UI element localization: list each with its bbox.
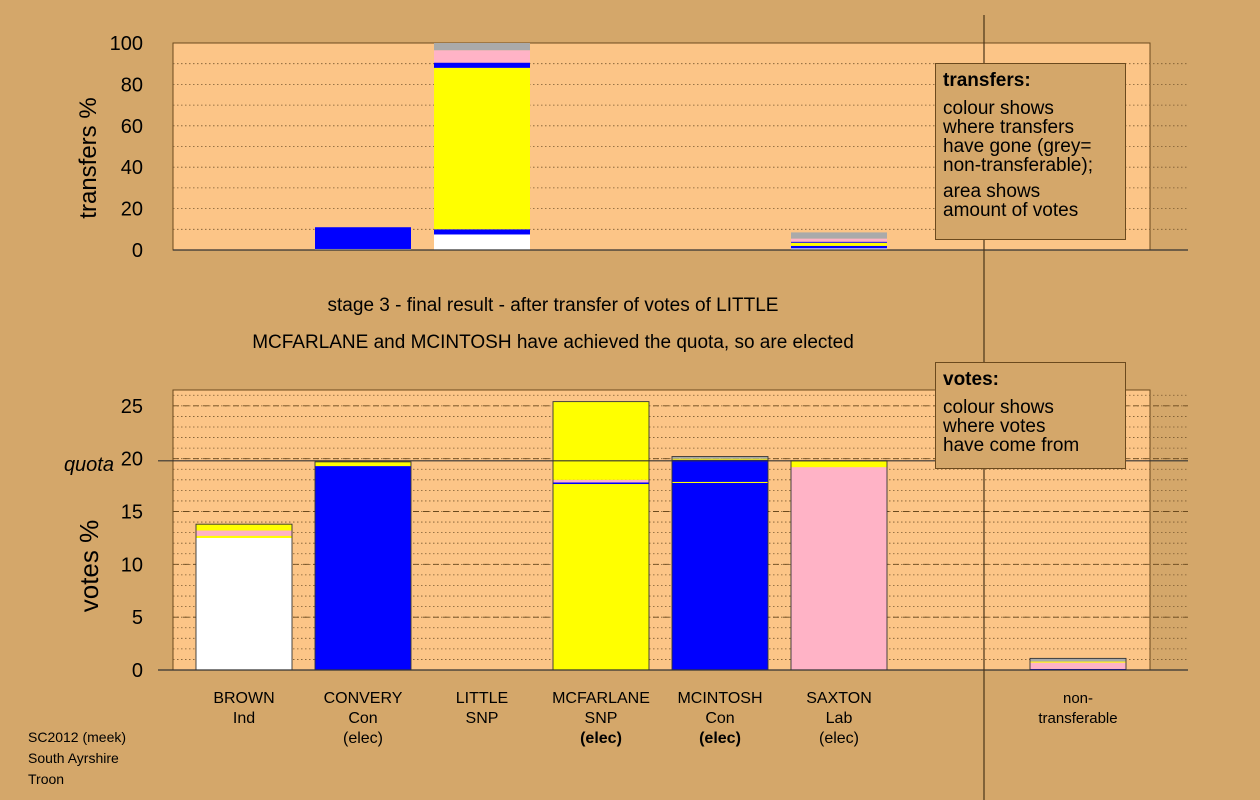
candidate-party: Con <box>348 710 377 727</box>
transfers-y-tick-label: 20 <box>121 199 143 221</box>
votes-bar-segment <box>196 524 292 531</box>
votes-bar-segment <box>1030 661 1126 663</box>
transfers-y-tick-label: 60 <box>121 116 143 138</box>
candidate-status: (elec) <box>580 730 622 747</box>
votes-y-tick-label: 25 <box>121 396 143 418</box>
nontransferable-label-line1: non- <box>1063 690 1093 707</box>
candidate-party: SNP <box>585 710 618 727</box>
votes-bar-segment <box>196 537 292 670</box>
candidate-party: SNP <box>466 710 499 727</box>
votes-bar-segment <box>553 484 649 670</box>
votes-y-tick-label: 10 <box>121 554 143 576</box>
transfers-y-tick-label: 100 <box>110 33 143 55</box>
transfers-legend-text-1: colour shows where transfers have gone (… <box>943 98 1093 176</box>
candidate-status: (elec) <box>699 730 741 747</box>
transfers-bar-segment <box>791 242 887 246</box>
transfers-bar-segment <box>791 232 887 239</box>
votes-bar-segment <box>553 401 649 480</box>
votes-y-tick-label: 15 <box>121 502 143 524</box>
transfers-legend: transfers: colour shows where transfers … <box>935 63 1126 240</box>
candidate-status: (elec) <box>343 730 383 747</box>
transfers-bar-segment <box>791 241 887 243</box>
votes-axis-label: votes % <box>74 520 104 613</box>
transfers-legend-text-2: area shows amount of votes <box>943 181 1079 221</box>
transfers-bar-segment <box>791 238 887 242</box>
votes-bar-segment <box>791 460 887 468</box>
transfers-bar-segment <box>434 229 530 235</box>
transfers-y-tick-label: 40 <box>121 157 143 179</box>
votes-bar-segment <box>1030 662 1126 669</box>
candidate-name: BROWN <box>213 690 274 707</box>
candidate-name: LITTLE <box>456 690 508 707</box>
votes-y-tick-label: 0 <box>132 660 143 682</box>
transfers-bar-segment <box>434 67 530 230</box>
votes-bar-segment <box>196 530 292 536</box>
quota-label: quota <box>64 454 114 476</box>
transfers-bar-segment <box>434 50 530 63</box>
votes-bar-segment <box>672 458 768 460</box>
votes-bar-segment <box>553 479 649 483</box>
transfers-axis-label: transfers % <box>75 97 102 218</box>
candidate-party: Ind <box>233 710 255 727</box>
candidate-status: (elec) <box>819 730 859 747</box>
candidate-name: CONVERY <box>324 690 403 707</box>
votes-bar-segment <box>672 456 768 459</box>
footer: SC2012 (meek) South Ayrshire Troon <box>28 727 126 790</box>
votes-bar-segment <box>791 467 887 670</box>
transfers-legend-title: transfers: <box>943 70 1031 91</box>
footer-line-2: South Ayrshire <box>28 750 119 766</box>
votes-bar-segment <box>553 482 649 485</box>
nontransferable-label-line2: transferable <box>1038 710 1117 727</box>
transfers-bar-segment <box>315 227 411 249</box>
chart-text: transfers % votes % stage 3 - final resu… <box>64 97 1118 747</box>
transfers-bar-segment <box>791 248 887 250</box>
votes-bar-segment <box>672 482 768 670</box>
votes-y-tick-label: 5 <box>132 607 143 629</box>
candidate-party: Con <box>705 710 734 727</box>
votes-bar-segment <box>315 466 411 670</box>
footer-line-3: Troon <box>28 771 65 787</box>
transfers-y-tick-label: 0 <box>132 240 143 262</box>
transfers-bar-segment <box>791 245 887 249</box>
votes-y-tick-label: 20 <box>121 449 143 471</box>
votes-bar-segment <box>672 481 768 483</box>
stage-note: MCFARLANE and MCINTOSH have achieved the… <box>252 332 854 353</box>
candidate-party: Lab <box>826 710 853 727</box>
candidate-name: MCINTOSH <box>677 690 762 707</box>
candidate-name: MCFARLANE <box>552 690 650 707</box>
candidate-name: SAXTON <box>806 690 872 707</box>
votes-legend-title: votes: <box>943 369 999 390</box>
votes-bar-segment <box>315 461 411 464</box>
votes-bar-segment <box>315 463 411 467</box>
votes-legend-text: colour shows where votes have come from <box>943 397 1080 456</box>
transfers-bar-segment <box>434 234 530 250</box>
transfers-y-tick-label: 80 <box>121 74 143 96</box>
stage-title: stage 3 - final result - after transfer … <box>328 295 779 316</box>
votes-bar-segment <box>1030 658 1126 662</box>
transfers-bar-segment <box>434 62 530 68</box>
transfers-bar-segment <box>434 43 530 51</box>
votes-bar-segment <box>196 535 292 538</box>
votes-bar-segment <box>672 459 768 482</box>
footer-line-1: SC2012 (meek) <box>28 729 127 745</box>
votes-legend: votes: colour shows where votes have com… <box>935 362 1126 469</box>
